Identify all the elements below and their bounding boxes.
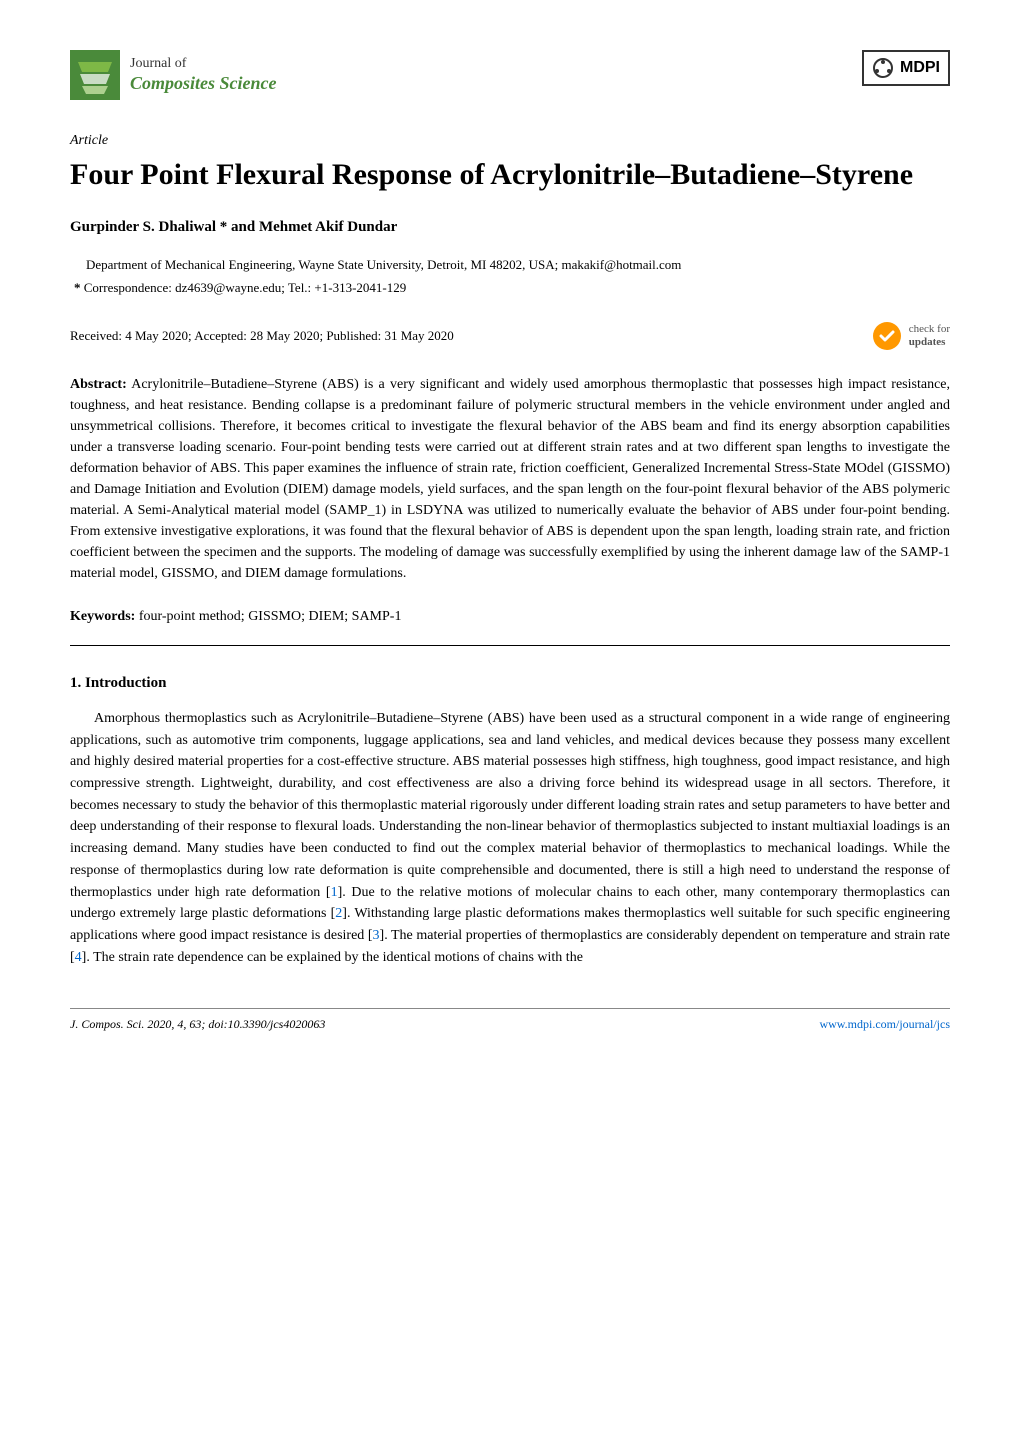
abstract-text: Acrylonitrile–Butadiene–Styrene (ABS) is… xyxy=(70,377,950,581)
journal-icon xyxy=(70,50,120,100)
updates-icon xyxy=(871,320,903,352)
updates-line2: updates xyxy=(909,336,950,348)
journal-title-block: Journal of Composites Science xyxy=(130,56,277,94)
updates-text: check for updates xyxy=(909,323,950,347)
ref-1[interactable]: 1 xyxy=(331,885,338,900)
footer-url[interactable]: www.mdpi.com/journal/jcs xyxy=(819,1015,950,1033)
abstract-label: Abstract: xyxy=(70,377,127,392)
article-title: Four Point Flexural Response of Acryloni… xyxy=(70,155,950,194)
keywords-label: Keywords: xyxy=(70,609,135,624)
mdpi-icon xyxy=(872,57,894,79)
body-part-8: ]. The strain rate dependence can be exp… xyxy=(82,950,583,965)
body-part-0: Amorphous thermoplastics such as Acrylon… xyxy=(70,711,950,900)
abstract: Abstract: Acrylonitrile–Butadiene–Styren… xyxy=(70,374,950,584)
check-updates-badge[interactable]: check for updates xyxy=(871,320,950,352)
introduction-paragraph: Amorphous thermoplastics such as Acrylon… xyxy=(70,708,950,968)
dates-row: Received: 4 May 2020; Accepted: 28 May 2… xyxy=(70,320,950,352)
page-header: Journal of Composites Science MDPI xyxy=(70,50,950,100)
publication-dates: Received: 4 May 2020; Accepted: 28 May 2… xyxy=(70,326,454,346)
journal-logo: Journal of Composites Science xyxy=(70,50,277,100)
article-type: Article xyxy=(70,130,950,151)
updates-line1: check for xyxy=(909,323,950,335)
authors: Gurpinder S. Dhaliwal * and Mehmet Akif … xyxy=(70,216,950,239)
ref-4[interactable]: 4 xyxy=(75,950,82,965)
correspondence: Correspondence: dz4639@wayne.edu; Tel.: … xyxy=(70,278,950,298)
divider xyxy=(70,645,950,646)
publisher-name: MDPI xyxy=(900,56,940,80)
page-footer: J. Compos. Sci. 2020, 4, 63; doi:10.3390… xyxy=(70,1008,950,1033)
keywords: Keywords: four-point method; GISSMO; DIE… xyxy=(70,606,950,627)
section-1-heading: 1. Introduction xyxy=(70,672,950,695)
affiliation: Department of Mechanical Engineering, Wa… xyxy=(70,255,950,275)
ref-3[interactable]: 3 xyxy=(373,928,380,943)
journal-name: Composites Science xyxy=(130,73,277,95)
journal-prefix: Journal of xyxy=(130,56,277,73)
footer-citation: J. Compos. Sci. 2020, 4, 63; doi:10.3390… xyxy=(70,1015,325,1033)
publisher-logo: MDPI xyxy=(862,50,950,86)
keywords-text: four-point method; GISSMO; DIEM; SAMP-1 xyxy=(139,609,402,624)
